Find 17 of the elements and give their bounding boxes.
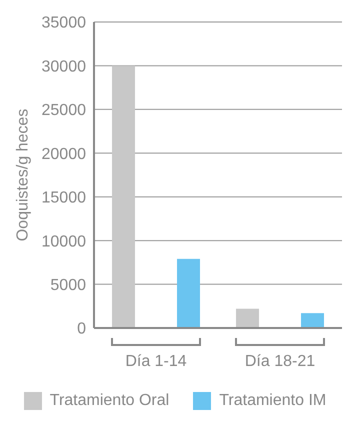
bar [301, 313, 324, 328]
legend-label: Tratamiento IM [219, 392, 326, 410]
bar [112, 66, 135, 328]
y-tick-label: 35000 [42, 14, 86, 32]
x-tick-label: Día 18-21 [244, 353, 316, 370]
y-tick-label: 5000 [50, 276, 86, 294]
legend-label: Tratamiento Oral [50, 392, 170, 410]
y-tick-label: 25000 [42, 102, 86, 120]
y-tick-label: 20000 [42, 146, 86, 163]
bar [177, 258, 200, 328]
y-tick-label: 15000 [42, 190, 86, 207]
y-axis-title: Ooquistes/g heces [14, 108, 32, 242]
x-tick-label: Día 1-14 [125, 353, 187, 370]
y-tick-label: 10000 [42, 233, 86, 250]
y-tick-label: 30000 [42, 58, 86, 76]
y-tick-label: 0 [77, 320, 86, 338]
bar [236, 308, 259, 328]
